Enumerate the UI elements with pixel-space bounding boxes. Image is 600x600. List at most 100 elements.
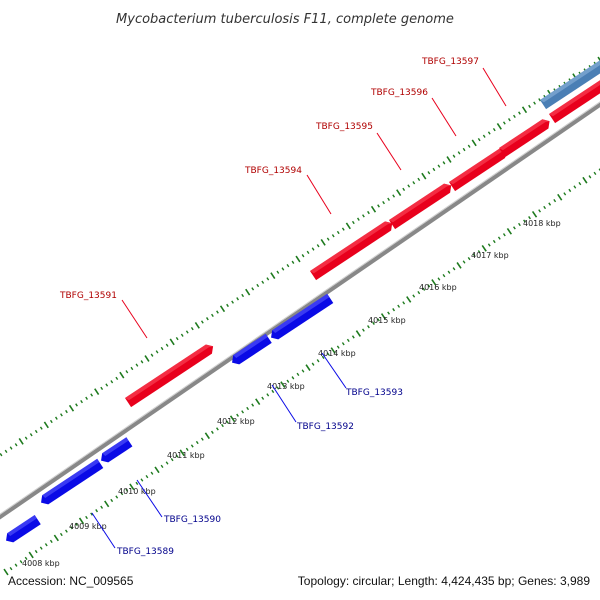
- scale-label: 4012 kbp: [217, 417, 255, 426]
- gene-label-tbfg-13591[interactable]: TBFG_13591: [59, 291, 117, 301]
- minor-tick: [49, 539, 53, 543]
- minor-tick: [286, 379, 290, 383]
- minor-tick: [216, 427, 219, 431]
- minor-tick: [54, 416, 58, 420]
- minor-tick: [502, 121, 506, 125]
- minor-tick: [221, 423, 224, 428]
- gene-label-tbfg-13590[interactable]: TBFG_13590: [163, 515, 221, 525]
- inner-tick-ring: [3, 168, 600, 576]
- minor-tick: [226, 420, 229, 424]
- minor-tick: [311, 362, 315, 366]
- forward-gene[interactable]: [499, 117, 553, 158]
- minor-tick: [513, 114, 516, 119]
- gene-label-tbfg-13593[interactable]: TBFG_13593: [345, 388, 403, 398]
- minor-tick: [9, 566, 13, 571]
- major-tick: [94, 388, 100, 396]
- minor-tick: [231, 300, 234, 304]
- minor-tick: [477, 250, 481, 254]
- minor-tick: [185, 447, 189, 451]
- minor-tick: [64, 529, 68, 533]
- forward-genes: [125, 55, 600, 408]
- minor-tick: [246, 406, 250, 411]
- scale-label: 4013 kbp: [267, 382, 305, 391]
- minor-tick: [155, 350, 159, 354]
- major-tick: [255, 398, 261, 406]
- minor-tick: [90, 512, 93, 516]
- minor-tick: [70, 526, 73, 530]
- gene-label-tbfg-13595[interactable]: TBFG_13595: [315, 122, 373, 132]
- minor-tick: [140, 478, 144, 482]
- minor-tick: [356, 217, 360, 221]
- minor-tick: [211, 313, 214, 318]
- forward-gene[interactable]: [449, 146, 509, 192]
- highlighted-gene[interactable]: [540, 55, 600, 110]
- major-tick: [295, 255, 301, 263]
- genome-summary: Topology: circular; Length: 4,424,435 bp…: [298, 574, 591, 588]
- major-tick: [421, 172, 427, 180]
- minor-tick: [598, 168, 600, 172]
- minor-tick: [24, 556, 28, 561]
- minor-tick: [75, 522, 78, 526]
- major-tick: [104, 500, 110, 508]
- minor-tick: [195, 440, 199, 445]
- minor-tick: [301, 369, 305, 373]
- minor-tick: [19, 560, 23, 564]
- minor-tick: [0, 453, 3, 457]
- minor-tick: [281, 267, 285, 271]
- reverse-gene[interactable]: [98, 437, 133, 465]
- minor-tick: [588, 175, 592, 179]
- minor-tick: [266, 277, 270, 281]
- minor-tick: [241, 410, 245, 414]
- minor-tick: [301, 254, 305, 258]
- minor-tick: [311, 247, 315, 251]
- minor-tick: [593, 171, 597, 176]
- scale-labels: 4008 kbp 4009 kbp 4010 kbp 4011 kbp 4012…: [22, 219, 561, 568]
- minor-tick: [210, 430, 214, 434]
- minor-tick: [261, 396, 265, 400]
- gene-label-tbfg-13594[interactable]: TBFG_13594: [244, 166, 302, 176]
- minor-tick: [372, 321, 375, 325]
- scale-label: 4010 kbp: [118, 487, 156, 496]
- major-tick: [3, 568, 9, 576]
- minor-tick: [145, 474, 149, 479]
- minor-tick: [85, 515, 88, 520]
- minor-tick: [110, 380, 114, 384]
- minor-tick: [130, 366, 134, 371]
- minor-tick: [4, 449, 8, 454]
- minor-tick: [165, 461, 169, 465]
- reverse-gene[interactable]: [268, 293, 334, 342]
- forward-gene[interactable]: [549, 75, 600, 124]
- forward-gene[interactable]: [125, 342, 216, 408]
- minor-tick: [548, 202, 552, 206]
- major-tick: [219, 305, 226, 313]
- reverse-gene[interactable]: [3, 515, 41, 545]
- minor-tick: [538, 209, 542, 213]
- minor-tick: [513, 226, 516, 230]
- gene-label-tbfg-13596[interactable]: TBFG_13596: [370, 88, 428, 98]
- major-tick: [582, 176, 588, 184]
- reverse-gene[interactable]: [229, 333, 272, 367]
- minor-tick: [492, 128, 496, 132]
- major-tick: [18, 438, 24, 445]
- major-tick: [194, 321, 200, 329]
- forward-gene[interactable]: [310, 219, 395, 281]
- minor-tick: [477, 137, 481, 142]
- reverse-gene[interactable]: [38, 458, 104, 507]
- minor-tick: [487, 131, 491, 135]
- minor-tick: [507, 118, 511, 122]
- gene-label-tbfg-13597[interactable]: TBFG_13597: [421, 57, 479, 67]
- minor-tick: [467, 256, 471, 261]
- forward-gene[interactable]: [389, 181, 454, 230]
- minor-tick: [286, 263, 290, 268]
- major-tick: [28, 551, 34, 559]
- gene-label-tbfg-13592[interactable]: TBFG_13592: [296, 422, 354, 432]
- major-tick: [144, 355, 150, 362]
- major-tick: [53, 534, 59, 542]
- minor-tick: [442, 273, 446, 278]
- scale-label: 4017 kbp: [471, 251, 509, 260]
- minor-tick: [467, 144, 471, 148]
- gene-label-tbfg-13589[interactable]: TBFG_13589: [116, 547, 174, 557]
- minor-tick: [331, 234, 335, 238]
- minor-tick: [326, 237, 330, 241]
